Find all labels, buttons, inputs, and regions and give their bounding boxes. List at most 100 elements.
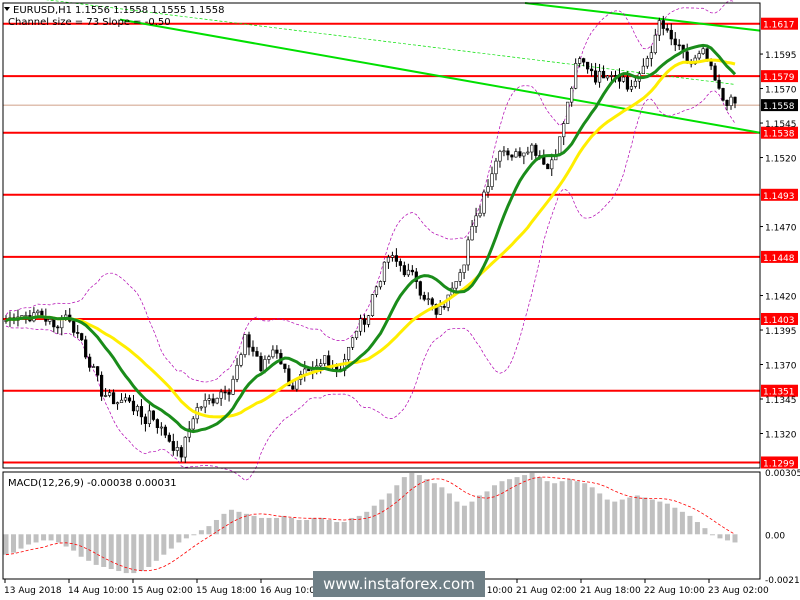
- macd-bar: [604, 499, 610, 535]
- macd-bar: [41, 534, 47, 541]
- candle-body: [163, 426, 167, 436]
- macd-bar: [296, 519, 302, 535]
- candle-body: [350, 337, 355, 348]
- candle-body: [522, 152, 526, 157]
- candle-body: [677, 44, 681, 47]
- macd-bar: [251, 515, 257, 535]
- candle-body: [48, 319, 52, 322]
- candle-body: [382, 261, 387, 282]
- price-tick-label: 1.1320: [765, 431, 797, 441]
- level-label: 1.1579: [763, 73, 795, 83]
- candle-body: [729, 96, 733, 106]
- candle-body: [219, 391, 223, 399]
- candle-body: [498, 151, 502, 162]
- candle-body: [697, 53, 701, 59]
- macd-panel: [3, 473, 738, 574]
- candle-body: [653, 34, 657, 54]
- candle-body: [402, 265, 406, 276]
- macd-bar: [664, 503, 670, 535]
- macd-bar: [529, 473, 535, 535]
- candle-body: [378, 281, 383, 288]
- macd-bar: [401, 477, 407, 535]
- macd-bar: [93, 534, 99, 565]
- candle-body: [510, 154, 514, 158]
- macd-bar: [679, 511, 685, 535]
- candle-body: [171, 441, 175, 451]
- candle-body: [175, 447, 179, 451]
- candle-body: [609, 75, 614, 77]
- macd-bar: [492, 485, 498, 535]
- macd-bar: [259, 517, 265, 535]
- candle-body: [713, 65, 717, 81]
- candle-body: [247, 334, 251, 348]
- macd-bar: [424, 479, 430, 535]
- candle-body: [235, 364, 239, 380]
- candle-body: [394, 255, 398, 262]
- price-tick-label: 1.1545: [765, 120, 797, 130]
- candle-body: [593, 70, 598, 83]
- candle-body: [84, 339, 88, 358]
- candle-body: [466, 239, 470, 266]
- candle-body: [506, 150, 510, 156]
- macd-bar: [379, 499, 385, 535]
- candle-body: [231, 378, 235, 395]
- candle-body: [119, 399, 124, 403]
- macd-bar: [319, 517, 325, 535]
- candle-body: [526, 151, 530, 154]
- macd-bar: [168, 534, 174, 549]
- time-tick-label: 16 Aug 10:00: [260, 586, 321, 596]
- price-tick-label: 1.1345: [765, 396, 797, 406]
- macd-bar: [589, 487, 595, 535]
- candle-body: [398, 261, 402, 266]
- candle-body: [131, 400, 136, 412]
- time-tick-label: 15 Aug 02:00: [132, 586, 193, 596]
- macd-bar: [469, 501, 475, 535]
- macd-bar: [334, 522, 340, 535]
- candle-body: [283, 363, 287, 370]
- macd-signal-line: [5, 476, 736, 572]
- level-label: 1.1617: [763, 21, 795, 31]
- time-tick-label: 23 Aug 02:00: [708, 586, 769, 596]
- candle-body: [430, 298, 434, 305]
- price-tick-label: 1.1520: [765, 155, 797, 165]
- macd-bar: [439, 487, 445, 535]
- candle-body: [115, 402, 120, 405]
- candle-body: [100, 374, 104, 397]
- candle-body: [490, 173, 494, 187]
- candle-body: [621, 76, 626, 82]
- candle-body: [107, 392, 112, 396]
- macd-bar: [612, 501, 618, 535]
- candle-body: [725, 99, 729, 106]
- candle-body: [187, 428, 191, 438]
- level-label-box: [761, 70, 798, 83]
- macd-bar: [634, 495, 640, 535]
- candle-body: [111, 392, 116, 405]
- candle-body: [139, 406, 144, 418]
- macd-tick-label: -0.00219: [765, 576, 800, 586]
- candle-body: [502, 150, 506, 153]
- level-label: 1.1538: [763, 130, 795, 140]
- candle-body: [135, 406, 140, 412]
- macd-bar: [461, 505, 467, 535]
- candle-body: [287, 368, 291, 387]
- candle-body: [586, 61, 590, 70]
- candle-body: [255, 351, 259, 357]
- candle-body: [454, 281, 458, 289]
- candle-body: [558, 136, 562, 155]
- candle-body: [151, 410, 155, 420]
- level-label-box: [761, 250, 798, 263]
- candle-body: [271, 349, 275, 358]
- macd-bar: [627, 497, 633, 535]
- macd-bar: [266, 517, 272, 535]
- regression-channel-line: [524, 2, 761, 32]
- macd-bar: [484, 491, 490, 535]
- candle-body: [319, 363, 323, 367]
- candle-body: [633, 80, 638, 87]
- candle-body: [183, 436, 187, 458]
- candle-body: [267, 356, 271, 360]
- candle-body: [76, 332, 80, 334]
- candle-body: [406, 269, 410, 276]
- macd-bar: [431, 483, 437, 535]
- level-label: 1.1299: [763, 459, 795, 469]
